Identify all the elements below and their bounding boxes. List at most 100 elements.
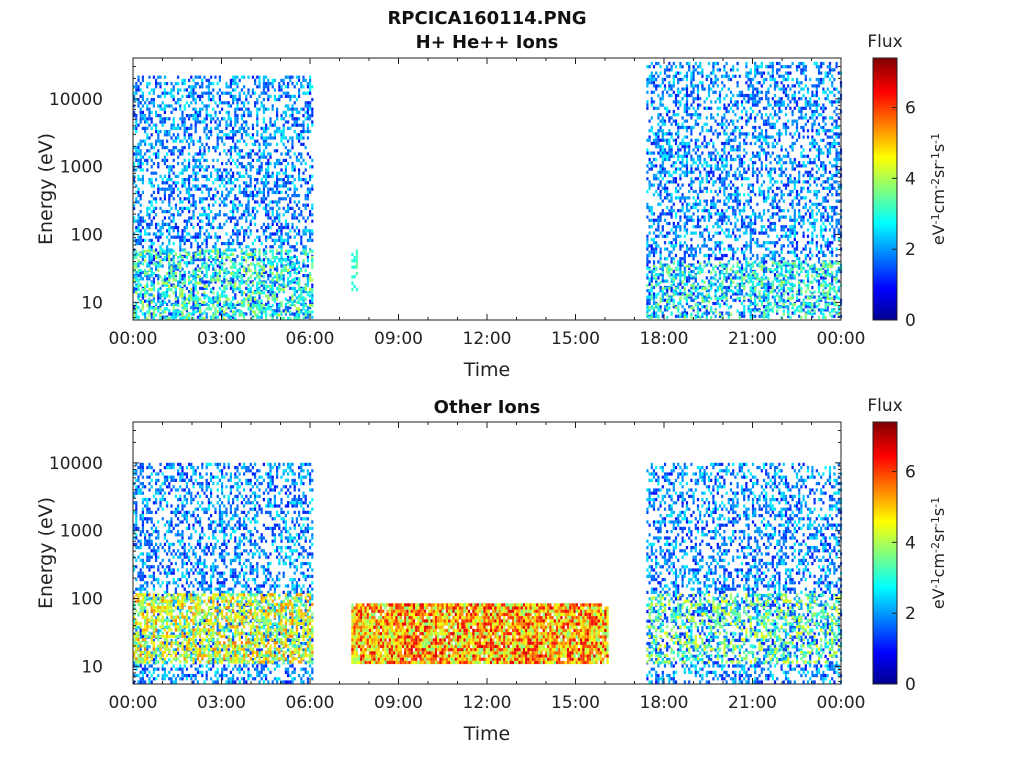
flux-cell: [214, 274, 217, 278]
flux-cell: [692, 225, 695, 229]
flux-cell: [659, 100, 662, 104]
flux-cell: [223, 262, 226, 266]
flux-cell: [683, 234, 686, 238]
flux-cell: [139, 277, 142, 281]
flux-cell: [232, 88, 235, 92]
flux-cell: [245, 232, 248, 236]
flux-cell: [721, 161, 724, 165]
flux-cell: [732, 122, 735, 126]
flux-cell: [188, 261, 191, 265]
flux-cell: [201, 152, 204, 156]
flux-cell: [716, 77, 719, 82]
flux-cell: [139, 229, 142, 233]
flux-cell: [661, 177, 664, 181]
flux-cell: [137, 85, 140, 89]
flux-cell: [234, 117, 237, 121]
flux-cell: [685, 77, 689, 82]
flux-cell: [234, 133, 237, 137]
flux-cell: [234, 226, 237, 230]
flux-cell: [148, 232, 151, 236]
flux-cell: [166, 302, 169, 306]
flux-cell: [670, 250, 673, 254]
flux-cell: [146, 162, 149, 166]
flux-cell: [661, 145, 664, 149]
flux-cell: [227, 216, 230, 220]
flux-cell: [727, 183, 730, 187]
flux-cell: [196, 94, 199, 98]
flux-cell: [309, 75, 312, 79]
flux-cell: [302, 158, 305, 162]
flux-cell: [265, 316, 268, 320]
flux-cell: [267, 168, 270, 172]
flux-cell: [694, 84, 697, 88]
flux-cell: [718, 225, 722, 229]
flux-cell: [183, 146, 186, 150]
flux-cell: [657, 228, 660, 232]
flux-cell: [192, 299, 195, 303]
flux-cell: [740, 250, 744, 254]
flux-cell: [710, 113, 713, 117]
flux-cell: [251, 306, 254, 310]
flux-cell: [276, 306, 279, 310]
flux-cell: [655, 132, 658, 136]
flux-cell: [190, 187, 193, 191]
flux-cell: [679, 65, 682, 69]
flux-cell: [159, 316, 162, 320]
flux-cell: [734, 103, 737, 107]
flux-cell: [183, 242, 186, 246]
flux-cell: [718, 218, 722, 222]
flux-cell: [236, 229, 239, 233]
flux-cell: [738, 234, 741, 238]
flux-cell: [696, 266, 700, 270]
flux-cell: [254, 268, 257, 272]
flux-cell: [696, 145, 700, 149]
flux-cell: [181, 94, 184, 98]
flux-cell: [267, 235, 270, 239]
flux-cell: [729, 234, 733, 238]
flux-cell: [192, 213, 195, 217]
flux-cell: [681, 209, 684, 213]
flux-cell: [223, 117, 226, 121]
flux-cell: [212, 286, 215, 290]
flux-cell: [743, 311, 746, 315]
flux-cell: [205, 91, 208, 95]
flux-cell: [141, 249, 144, 253]
flux-cell: [688, 209, 691, 213]
flux-cell: [172, 165, 175, 169]
flux-cell: [661, 90, 664, 94]
flux-cell: [291, 226, 294, 230]
flux-cell: [267, 203, 270, 207]
flux-cell: [232, 136, 235, 140]
flux-cell: [144, 219, 147, 223]
flux-cell: [168, 197, 171, 201]
flux-cell: [291, 165, 294, 169]
flux-cell: [269, 94, 272, 98]
flux-cell: [159, 229, 162, 233]
flux-cell: [152, 249, 155, 253]
flux-cell: [137, 316, 140, 320]
flux-cell: [276, 130, 279, 134]
flux-cell: [293, 152, 296, 156]
flux-cell: [238, 107, 241, 111]
flux-cell: [177, 232, 180, 236]
flux-cell: [150, 120, 153, 124]
flux-cell: [188, 146, 191, 150]
flux-cell: [287, 149, 290, 153]
flux-cell: [291, 194, 294, 198]
flux-cell: [652, 266, 656, 270]
flux-cell: [260, 281, 263, 285]
flux-cell: [309, 82, 312, 86]
flux-cell: [701, 141, 704, 146]
flux-cell: [205, 213, 208, 217]
flux-cell: [243, 300, 246, 304]
flux-cell: [190, 261, 193, 265]
flux-cell: [674, 141, 678, 146]
flux-cell: [214, 126, 217, 130]
flux-cell: [747, 225, 750, 229]
flux-cell: [725, 202, 728, 206]
flux-cell: [223, 184, 226, 188]
flux-cell: [740, 311, 744, 315]
flux-cell: [194, 162, 197, 166]
flux-cell: [157, 139, 160, 143]
flux-cell: [232, 213, 235, 217]
